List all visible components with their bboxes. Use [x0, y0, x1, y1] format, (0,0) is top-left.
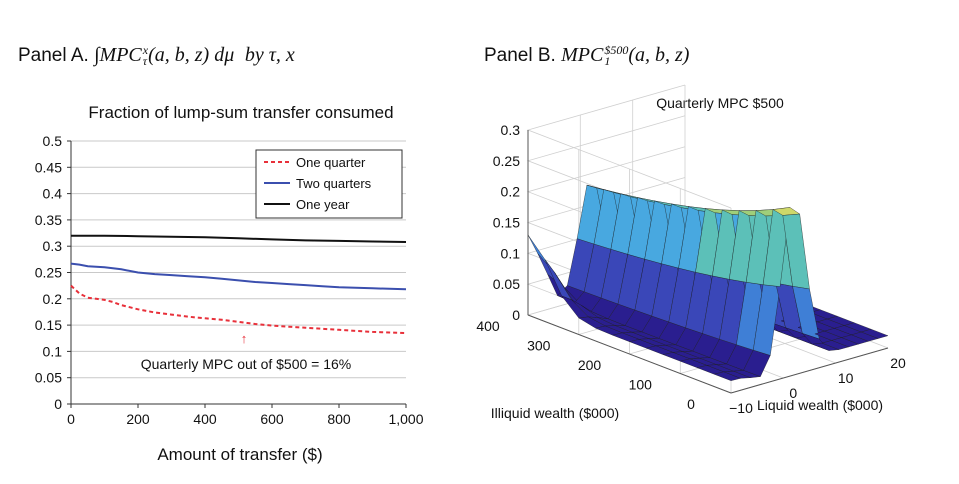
- panel-b-prefix: Panel B.: [484, 45, 556, 66]
- series-line-one-year: [71, 234, 407, 243]
- x-tick-label: 1,000: [388, 411, 423, 427]
- surface-patch: [860, 328, 889, 339]
- x-tick-label: 400: [193, 411, 217, 427]
- z-tick-label: 0.3: [501, 122, 521, 138]
- chart-a-annotation-mpc: Quarterly MPC out of $500 = 16%: [141, 356, 352, 372]
- legend-label: One year: [296, 197, 350, 212]
- x-tick-label: 600: [260, 411, 284, 427]
- y-tick-label: 0.35: [35, 212, 62, 228]
- panel-a-title: Panel A. ∫MPC x τ (a, b, z) dμ by τ, x: [18, 44, 295, 67]
- x-tick-label: 10: [838, 370, 854, 386]
- x-tick-label: −10: [729, 400, 753, 416]
- y-tick-label: 0.25: [35, 265, 62, 281]
- x-tick-label: 20: [890, 355, 906, 371]
- x-tick-label: 0: [67, 411, 75, 427]
- y-tick-label: 0.15: [35, 317, 62, 333]
- y-tick-label: 0.5: [43, 133, 63, 149]
- chart-b-xlabel: Liquid wealth ($000): [757, 397, 883, 413]
- chart-b-title: Quarterly MPC $500: [656, 95, 784, 111]
- x-tick-label: 800: [327, 411, 351, 427]
- y-tick-label: 200: [578, 357, 602, 373]
- series-line-one-quarter: [70, 284, 407, 334]
- series-line-two-quarters: [70, 262, 407, 291]
- y-tick-label: 0: [687, 396, 695, 412]
- panel-b-title: Panel B. MPC $500 1 (a, b, z): [484, 44, 689, 67]
- y-tick-label: 0: [54, 396, 62, 412]
- y-tick-label: 0.2: [43, 291, 63, 307]
- y-tick-label: 0.4: [43, 186, 63, 202]
- x-tick-label: 200: [126, 411, 150, 427]
- chart-a-legend: One quarter Two quarters One year: [255, 149, 403, 219]
- z-tick-label: 0.05: [493, 276, 520, 292]
- x-axis: [730, 347, 889, 394]
- z-tick-label: 0.2: [501, 184, 521, 200]
- panel-a-by: by τ, x: [244, 44, 295, 66]
- z-tick-label: 0.1: [501, 245, 521, 261]
- y-tick-label: 0.3: [43, 238, 63, 254]
- z-tick-label: 0.25: [493, 153, 520, 169]
- z-tick-label: 0: [512, 307, 520, 323]
- y-axis: [527, 314, 732, 394]
- panel-b-math: MPC $500 1 (a, b, z): [561, 43, 690, 69]
- y-tick-label: 0.05: [35, 370, 62, 386]
- chart-b-ylabel: Illiquid wealth ($000): [491, 405, 619, 421]
- y-tick-label: 0.45: [35, 159, 62, 175]
- x-tick-label: 0: [789, 385, 797, 401]
- y-tick-label: 400: [476, 318, 500, 334]
- legend-label: Two quarters: [296, 176, 372, 191]
- chart-a-title: Fraction of lump-sum transfer consumed: [88, 103, 393, 122]
- z-tick-label: 0.15: [493, 215, 520, 231]
- chart-a-annotation-arrow: ↑: [241, 331, 248, 346]
- legend-label: One quarter: [296, 155, 366, 170]
- panel-a-prefix: Panel A.: [18, 45, 89, 66]
- panel-a-math: ∫MPC x τ (a, b, z) dμ: [94, 43, 235, 69]
- y-tick-label: 300: [527, 338, 551, 354]
- chart-a-xlabel: Amount of transfer ($): [157, 445, 322, 464]
- y-tick-label: 100: [629, 377, 653, 393]
- y-tick-label: 0.1: [43, 343, 63, 359]
